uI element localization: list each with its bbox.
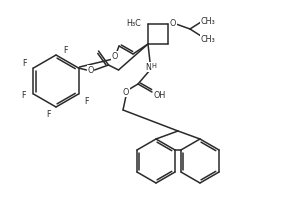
Text: OH: OH [154,91,166,100]
Text: H: H [152,63,156,69]
Text: CH₃: CH₃ [201,16,215,25]
Text: F: F [46,110,50,119]
Text: CH₃: CH₃ [201,34,215,43]
Text: O: O [170,18,176,27]
Text: F: F [84,97,89,106]
Text: F: F [63,46,67,55]
Text: F: F [22,59,27,68]
Text: O: O [112,52,118,61]
Text: F: F [21,91,26,100]
Text: H₃C: H₃C [127,18,141,27]
Text: N: N [145,63,151,72]
Text: O: O [87,66,94,75]
Text: O: O [123,88,129,97]
